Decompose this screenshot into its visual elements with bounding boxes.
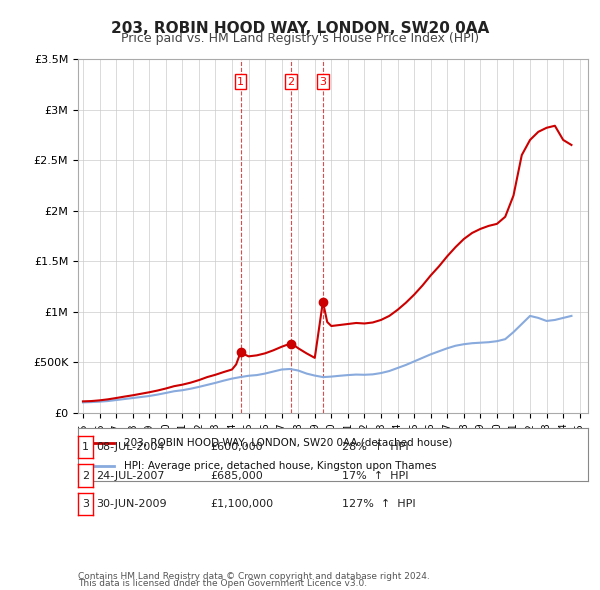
Text: £600,000: £600,000 bbox=[210, 442, 263, 452]
Text: 17%  ↑  HPI: 17% ↑ HPI bbox=[342, 471, 409, 480]
Text: 08-JUL-2004: 08-JUL-2004 bbox=[96, 442, 164, 452]
Text: This data is licensed under the Open Government Licence v3.0.: This data is licensed under the Open Gov… bbox=[78, 579, 367, 588]
Text: 1: 1 bbox=[82, 442, 89, 452]
Text: 28%  ↑  HPI: 28% ↑ HPI bbox=[342, 442, 409, 452]
Text: 3: 3 bbox=[319, 77, 326, 87]
Text: £1,100,000: £1,100,000 bbox=[210, 499, 273, 509]
Text: Price paid vs. HM Land Registry's House Price Index (HPI): Price paid vs. HM Land Registry's House … bbox=[121, 32, 479, 45]
Text: £685,000: £685,000 bbox=[210, 471, 263, 480]
Text: HPI: Average price, detached house, Kingston upon Thames: HPI: Average price, detached house, King… bbox=[124, 461, 436, 471]
Text: 2: 2 bbox=[82, 471, 89, 480]
Text: 203, ROBIN HOOD WAY, LONDON, SW20 0AA: 203, ROBIN HOOD WAY, LONDON, SW20 0AA bbox=[111, 21, 489, 35]
Text: 1: 1 bbox=[237, 77, 244, 87]
Text: 3: 3 bbox=[82, 499, 89, 509]
Text: 24-JUL-2007: 24-JUL-2007 bbox=[96, 471, 164, 480]
Text: 127%  ↑  HPI: 127% ↑ HPI bbox=[342, 499, 416, 509]
Text: Contains HM Land Registry data © Crown copyright and database right 2024.: Contains HM Land Registry data © Crown c… bbox=[78, 572, 430, 581]
Text: 2: 2 bbox=[287, 77, 295, 87]
Text: 30-JUN-2009: 30-JUN-2009 bbox=[96, 499, 167, 509]
Text: 203, ROBIN HOOD WAY, LONDON, SW20 0AA (detached house): 203, ROBIN HOOD WAY, LONDON, SW20 0AA (d… bbox=[124, 438, 452, 448]
